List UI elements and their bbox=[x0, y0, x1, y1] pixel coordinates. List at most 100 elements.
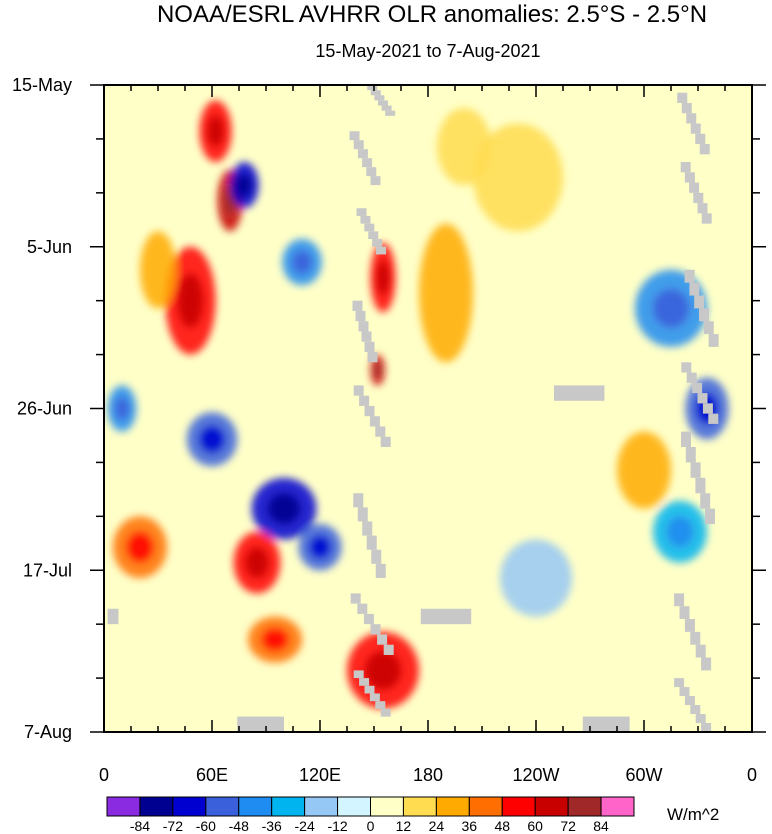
anomaly-core-2 bbox=[177, 273, 203, 328]
missing-segment-5-3 bbox=[366, 535, 377, 550]
missing-segment-9-3 bbox=[693, 192, 704, 204]
y-axis: 15-May 5-Jun 26-Jun 17-Jul 7-Aug bbox=[12, 75, 766, 742]
missing-segment-14-2 bbox=[684, 696, 695, 706]
y-tick-label: 5-Jun bbox=[27, 237, 72, 257]
missing-segment-14-3 bbox=[690, 705, 701, 715]
anomaly-feature-23 bbox=[500, 539, 572, 617]
missing-segment-13-2 bbox=[684, 619, 695, 632]
missing-segment-8-5 bbox=[699, 144, 710, 155]
missing-segment-11-0 bbox=[681, 362, 692, 373]
missing-block-3 bbox=[582, 716, 630, 732]
missing-block-1 bbox=[420, 608, 472, 625]
missing-segment-3-1 bbox=[355, 310, 366, 322]
missing-segment-5-0 bbox=[353, 493, 364, 508]
anomaly-core-13 bbox=[365, 651, 401, 690]
missing-segment-4-4 bbox=[375, 426, 386, 437]
missing-segment-2-2 bbox=[364, 223, 375, 232]
missing-segment-13-4 bbox=[695, 644, 706, 658]
missing-segment-11-4 bbox=[702, 403, 713, 414]
colorbar-box-14 bbox=[567, 796, 602, 817]
missing-segment-1-3 bbox=[362, 158, 373, 168]
colorbar-label: 24 bbox=[429, 818, 445, 834]
anomaly-feature-22 bbox=[617, 431, 671, 509]
missing-segment-7-3 bbox=[369, 693, 380, 702]
missing-segment-0-0 bbox=[367, 85, 378, 91]
missing-segment-13-1 bbox=[679, 606, 690, 620]
anomaly-core-9 bbox=[267, 493, 301, 525]
missing-segment-9-5 bbox=[701, 213, 712, 224]
colorbar-label: 0 bbox=[367, 818, 375, 834]
missing-segment-0-1 bbox=[370, 90, 381, 96]
missing-segment-3-5 bbox=[367, 352, 378, 363]
anomaly-core-16 bbox=[653, 289, 689, 328]
anomaly-core-12 bbox=[261, 628, 289, 652]
missing-segment-6-1 bbox=[357, 603, 368, 614]
missing-segment-5-4 bbox=[371, 549, 382, 564]
missing-segment-5-2 bbox=[362, 521, 373, 536]
plot-area bbox=[104, 85, 752, 732]
colorbar-box-5 bbox=[271, 796, 306, 817]
colorbar-box-10 bbox=[435, 796, 470, 817]
missing-segment-2-5 bbox=[376, 246, 387, 255]
missing-segment-0-4 bbox=[381, 105, 392, 111]
missing-segment-14-4 bbox=[695, 714, 706, 724]
missing-segment-4-2 bbox=[364, 405, 375, 417]
colorbar-box-0 bbox=[106, 796, 141, 817]
missing-segment-3-3 bbox=[361, 331, 372, 342]
plot-background bbox=[104, 85, 752, 732]
colorbar-box-6 bbox=[304, 796, 339, 817]
chart-title: NOAA/ESRL AVHRR OLR anomalies: 2.5°S - 2… bbox=[157, 1, 707, 28]
missing-segment-1-1 bbox=[353, 140, 364, 150]
missing-block-2 bbox=[237, 716, 284, 732]
anomaly-feature-19 bbox=[419, 223, 473, 363]
missing-segment-2-1 bbox=[360, 215, 371, 224]
missing-segment-13-0 bbox=[674, 593, 685, 607]
colorbar-label: -24 bbox=[295, 818, 315, 834]
anomaly-core-4 bbox=[237, 173, 252, 197]
missing-segment-4-0 bbox=[353, 385, 364, 396]
anomaly-feature-3 bbox=[140, 231, 176, 309]
y-tick-label: 17-Jul bbox=[23, 560, 72, 580]
missing-segment-0-3 bbox=[378, 100, 388, 106]
missing-segment-10-0 bbox=[684, 269, 695, 283]
x-tick-label: 0 bbox=[747, 765, 757, 785]
anomaly-feature-21 bbox=[473, 123, 563, 232]
missing-segment-1-4 bbox=[366, 167, 377, 177]
missing-segment-12-5 bbox=[705, 508, 715, 525]
missing-segment-12-0 bbox=[681, 431, 691, 448]
missing-segment-3-0 bbox=[352, 300, 363, 311]
anomaly-core-8 bbox=[199, 425, 225, 453]
colorbar-box-12 bbox=[501, 796, 536, 817]
colorbar-label: 60 bbox=[527, 818, 543, 834]
colorbar-box-13 bbox=[534, 796, 569, 817]
colorbar-label: 84 bbox=[593, 818, 609, 834]
missing-segment-9-4 bbox=[697, 203, 708, 214]
missing-segment-8-0 bbox=[677, 92, 688, 103]
anomaly-core-11 bbox=[245, 547, 269, 578]
missing-segment-6-3 bbox=[370, 624, 381, 635]
missing-data-layer bbox=[107, 85, 719, 732]
missing-segment-5-5 bbox=[375, 563, 386, 578]
missing-segment-10-5 bbox=[708, 334, 719, 347]
missing-segment-4-1 bbox=[359, 395, 370, 406]
missing-segment-11-1 bbox=[686, 372, 697, 383]
missing-segment-0-5 bbox=[385, 110, 396, 116]
x-tick-label: 0 bbox=[99, 765, 109, 785]
x-tick-label: 60W bbox=[625, 765, 662, 785]
colorbar-box-9 bbox=[402, 796, 437, 817]
missing-segment-7-1 bbox=[359, 678, 370, 686]
missing-segment-4-5 bbox=[380, 436, 391, 448]
missing-segment-13-3 bbox=[690, 631, 701, 645]
missing-segment-4-3 bbox=[369, 416, 380, 427]
x-tick-label: 120W bbox=[512, 765, 559, 785]
colorbar-box-7 bbox=[337, 796, 371, 817]
missing-segment-1-2 bbox=[357, 149, 368, 159]
missing-segment-11-3 bbox=[697, 393, 708, 404]
missing-segment-11-2 bbox=[692, 382, 703, 394]
x-tick-label: 180 bbox=[413, 765, 443, 785]
missing-segment-6-0 bbox=[350, 593, 361, 604]
missing-segment-14-5 bbox=[701, 723, 712, 732]
missing-segment-10-2 bbox=[694, 295, 705, 309]
colorbar-box-2 bbox=[172, 796, 207, 817]
colorbar-label: 12 bbox=[396, 818, 412, 834]
